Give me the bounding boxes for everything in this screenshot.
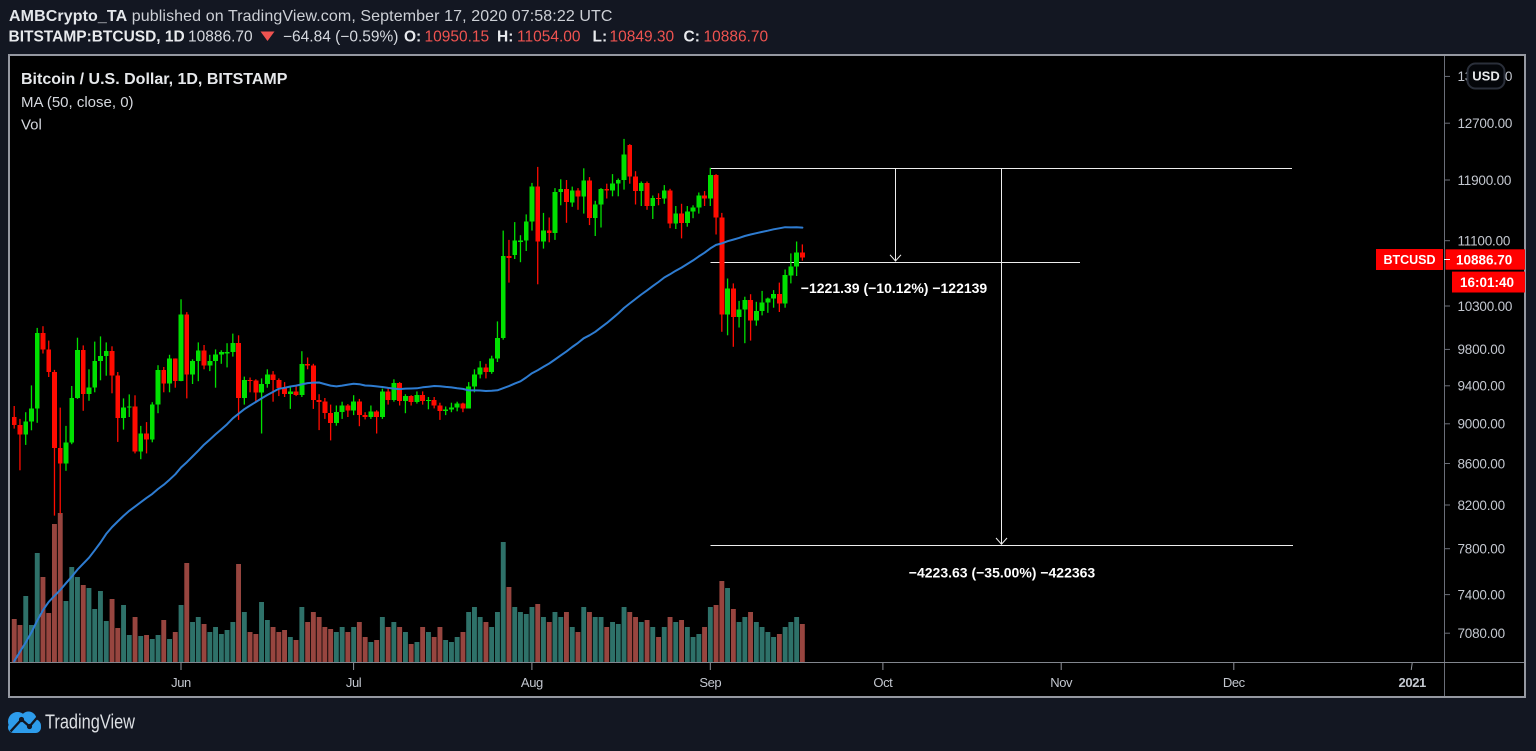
svg-text:8200.00: 8200.00 — [1458, 498, 1505, 513]
svg-text:7800.00: 7800.00 — [1458, 542, 1505, 557]
svg-text:−1221.39 (−10.12%) −122139: −1221.39 (−10.12%) −122139 — [801, 280, 988, 296]
svg-text:10300.00: 10300.00 — [1458, 299, 1513, 314]
svg-text:MA (50, close, 0): MA (50, close, 0) — [21, 94, 134, 111]
svg-text:Oct: Oct — [873, 675, 893, 690]
svg-text:12700.00: 12700.00 — [1458, 116, 1513, 131]
svg-text:Nov: Nov — [1050, 675, 1073, 690]
svg-text:BTCUSD: BTCUSD — [1383, 253, 1435, 267]
svg-text:AMBCrypto_TA published on Trad: AMBCrypto_TA published on TradingView.co… — [9, 8, 613, 25]
svg-text:USD: USD — [1472, 69, 1499, 84]
svg-text:Vol: Vol — [21, 117, 42, 134]
svg-text:Sep: Sep — [699, 675, 721, 690]
svg-text:−4223.63 (−35.00%) −422363: −4223.63 (−35.00%) −422363 — [909, 565, 1096, 581]
svg-text:2021: 2021 — [1399, 675, 1426, 690]
svg-text:Aug: Aug — [521, 675, 543, 690]
svg-text:11100.00: 11100.00 — [1458, 234, 1511, 249]
svg-text:9400.00: 9400.00 — [1458, 379, 1505, 394]
svg-text:Bitcoin / U.S. Dollar, 1D, BIT: Bitcoin / U.S. Dollar, 1D, BITSTAMP — [21, 71, 288, 88]
svg-text:10886.70: 10886.70 — [1456, 252, 1512, 267]
svg-text:9000.00: 9000.00 — [1458, 417, 1505, 432]
svg-text:7080.00: 7080.00 — [1458, 626, 1505, 641]
svg-text:7400.00: 7400.00 — [1458, 587, 1505, 602]
svg-text:TradingView: TradingView — [45, 712, 135, 734]
svg-text:9800.00: 9800.00 — [1458, 342, 1505, 357]
svg-text:8600.00: 8600.00 — [1458, 456, 1505, 471]
svg-text:Dec: Dec — [1223, 675, 1246, 690]
svg-text:11900.00: 11900.00 — [1458, 173, 1512, 188]
svg-text:16:01:40: 16:01:40 — [1460, 275, 1514, 290]
svg-text:Jun: Jun — [171, 675, 191, 690]
svg-text:Jul: Jul — [346, 675, 362, 690]
